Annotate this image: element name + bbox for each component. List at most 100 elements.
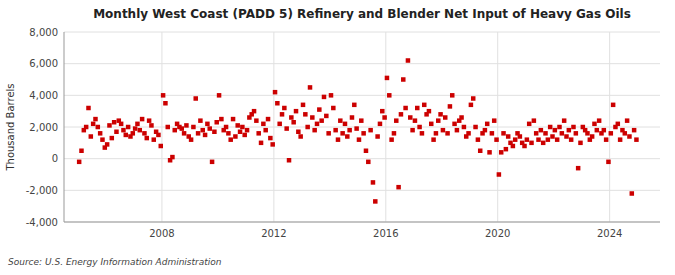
point bbox=[452, 122, 457, 127]
point bbox=[499, 150, 504, 155]
x-tick-label: 2008 bbox=[149, 228, 174, 239]
point bbox=[93, 117, 98, 122]
point bbox=[389, 137, 394, 142]
point bbox=[149, 123, 154, 128]
point bbox=[228, 137, 233, 142]
point bbox=[578, 141, 583, 146]
point bbox=[368, 128, 373, 132]
point bbox=[576, 166, 581, 171]
point bbox=[632, 128, 637, 132]
point bbox=[485, 122, 490, 127]
point bbox=[567, 128, 572, 132]
point bbox=[240, 125, 245, 130]
point bbox=[329, 93, 334, 98]
point bbox=[415, 106, 420, 111]
point bbox=[529, 141, 534, 146]
point bbox=[569, 137, 574, 142]
point bbox=[571, 125, 576, 130]
x-grid-line bbox=[497, 32, 498, 222]
point bbox=[131, 131, 136, 136]
x-tick-label: 2012 bbox=[261, 228, 286, 239]
point bbox=[483, 128, 488, 132]
point bbox=[296, 130, 301, 135]
point bbox=[420, 131, 425, 136]
point bbox=[478, 149, 483, 154]
point bbox=[166, 125, 171, 130]
point bbox=[550, 134, 555, 139]
point bbox=[373, 199, 378, 204]
point bbox=[191, 125, 196, 130]
point bbox=[352, 103, 357, 108]
point bbox=[301, 103, 306, 108]
point bbox=[310, 115, 315, 120]
point bbox=[315, 122, 320, 127]
point bbox=[270, 142, 275, 147]
point bbox=[560, 131, 565, 136]
point bbox=[434, 131, 439, 136]
point bbox=[189, 137, 194, 142]
point bbox=[623, 131, 628, 136]
x-grid-line bbox=[385, 32, 386, 222]
point bbox=[595, 128, 600, 132]
point bbox=[126, 125, 131, 130]
point bbox=[107, 123, 112, 128]
title: Monthly West Coast (PADD 5) Refinery and… bbox=[93, 7, 631, 21]
point bbox=[487, 150, 492, 155]
y-grid-line bbox=[64, 190, 660, 191]
point bbox=[604, 137, 609, 142]
point bbox=[590, 134, 595, 139]
point bbox=[196, 131, 201, 136]
point bbox=[212, 130, 217, 135]
point bbox=[522, 144, 527, 149]
point bbox=[98, 131, 103, 136]
point bbox=[156, 133, 161, 138]
y-axis-label: Thousand Barrels bbox=[5, 83, 16, 171]
point bbox=[138, 128, 143, 132]
point bbox=[366, 160, 371, 165]
y-tick-label: -2,000 bbox=[26, 185, 58, 196]
point bbox=[312, 128, 317, 132]
point bbox=[497, 172, 502, 177]
point bbox=[354, 126, 359, 131]
point bbox=[275, 101, 280, 106]
point bbox=[602, 128, 607, 132]
point bbox=[417, 125, 422, 130]
point bbox=[322, 95, 327, 100]
point bbox=[394, 118, 399, 123]
point bbox=[431, 137, 436, 142]
point bbox=[378, 122, 383, 127]
point bbox=[534, 131, 539, 136]
point bbox=[308, 85, 313, 90]
point bbox=[233, 134, 238, 139]
point bbox=[443, 115, 448, 120]
point bbox=[231, 117, 236, 122]
point bbox=[235, 123, 240, 128]
point bbox=[585, 131, 590, 136]
point bbox=[266, 117, 271, 122]
point bbox=[627, 134, 632, 139]
point bbox=[455, 128, 460, 132]
points bbox=[77, 58, 639, 203]
chart: -4,000-2,00002,0004,0006,0008,0002008201… bbox=[0, 0, 675, 275]
point bbox=[91, 122, 96, 127]
point bbox=[142, 131, 147, 136]
point bbox=[319, 118, 324, 123]
point bbox=[473, 125, 478, 130]
point bbox=[89, 134, 94, 139]
point bbox=[124, 133, 129, 138]
point bbox=[371, 180, 376, 185]
point bbox=[193, 96, 198, 101]
point bbox=[219, 117, 224, 122]
point bbox=[532, 118, 537, 123]
y-grid-line bbox=[64, 32, 660, 33]
y-grid-line bbox=[64, 158, 660, 159]
point bbox=[331, 106, 336, 111]
x-tick-label: 2020 bbox=[485, 228, 510, 239]
point bbox=[280, 112, 285, 117]
point bbox=[298, 134, 303, 139]
point bbox=[408, 115, 413, 120]
point bbox=[114, 130, 119, 135]
point bbox=[396, 185, 401, 190]
point bbox=[392, 131, 397, 136]
point bbox=[203, 133, 208, 138]
